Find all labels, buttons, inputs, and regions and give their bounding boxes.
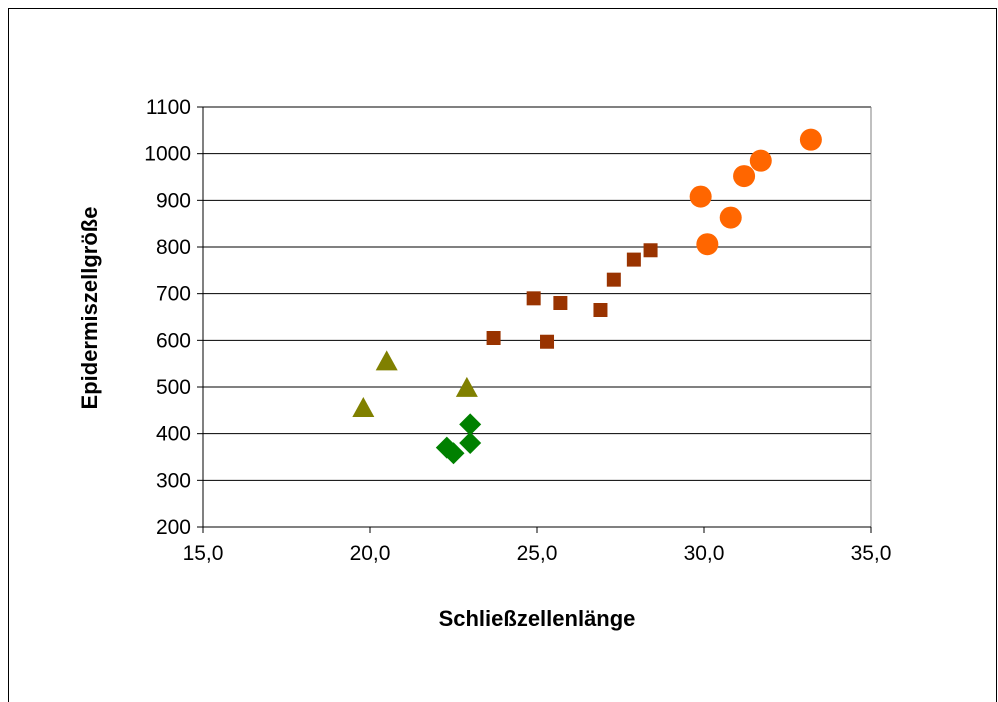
series-square — [486, 243, 658, 349]
data-point-circle — [719, 206, 742, 229]
data-point-diamond — [459, 432, 482, 454]
y-tick-labels: 200 300 400 500 600 700 800 900 1000 1100 — [144, 96, 191, 539]
data-point-square — [626, 252, 641, 267]
data-point-diamond — [442, 442, 465, 465]
x-tick-label: 20,0 — [350, 542, 391, 565]
series-circle — [689, 128, 822, 256]
data-point-square — [606, 272, 621, 287]
data-point-diamond — [459, 413, 482, 436]
x-tick-label: 35,0 — [851, 542, 892, 565]
y-tick-label: 600 — [156, 329, 191, 352]
y-tick-label: 400 — [156, 423, 191, 446]
data-point-triangle — [455, 376, 478, 397]
data-point-triangle — [375, 350, 398, 371]
data-points — [352, 128, 822, 465]
series-diamond — [435, 413, 482, 465]
y-tick-label: 300 — [156, 469, 191, 492]
data-point-circle — [696, 233, 719, 256]
x-tick-label: 30,0 — [684, 542, 725, 565]
data-point-circle — [749, 149, 772, 172]
x-axis-title: Schließzellenlänge — [439, 606, 636, 631]
chart-frame — [8, 8, 997, 702]
data-point-square — [643, 243, 658, 258]
y-tick-label: 900 — [156, 189, 191, 212]
y-axis-title: Epidermiszellgröße — [77, 207, 102, 410]
data-point-square — [540, 334, 555, 349]
data-point-square — [553, 296, 568, 310]
gridlines — [203, 106, 872, 527]
data-point-square — [593, 303, 608, 317]
data-point-square — [486, 331, 501, 345]
data-point-triangle — [352, 397, 375, 417]
y-tick-label: 200 — [156, 516, 191, 539]
axes — [197, 106, 872, 533]
y-tick-label: 800 — [156, 236, 191, 259]
x-tick-label: 15,0 — [183, 542, 224, 565]
data-point-circle — [799, 128, 822, 151]
y-tick-label: 700 — [156, 283, 191, 306]
y-tick-label: 1000 — [144, 143, 191, 166]
series-triangle — [352, 350, 478, 417]
y-tick-label: 1100 — [146, 96, 191, 119]
data-point-square — [526, 291, 541, 306]
x-tick-label: 25,0 — [517, 542, 558, 565]
x-tick-labels: 15,0 20,0 25,0 30,0 35,0 — [183, 542, 892, 565]
data-point-circle — [733, 165, 756, 188]
y-tick-label: 500 — [156, 376, 191, 399]
data-point-circle — [689, 185, 712, 208]
